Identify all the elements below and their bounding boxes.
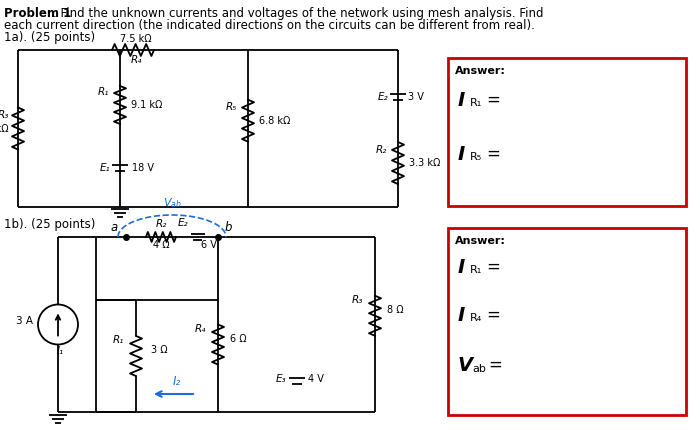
Text: 6 Ω: 6 Ω: [230, 334, 246, 344]
Text: V: V: [458, 356, 473, 375]
Text: 18 V: 18 V: [132, 163, 154, 173]
Text: R₁: R₁: [97, 87, 109, 97]
Text: 3 Ω: 3 Ω: [151, 345, 167, 355]
Text: 8 Ω: 8 Ω: [387, 305, 404, 315]
Text: R₁: R₁: [470, 98, 482, 108]
Text: I: I: [458, 258, 466, 277]
Text: =: =: [486, 91, 500, 109]
Text: I: I: [458, 145, 466, 164]
Text: E₂: E₂: [178, 218, 189, 228]
Text: I₁: I₁: [57, 345, 64, 356]
Bar: [448, 228, 686, 415]
Text: 4 Ω: 4 Ω: [153, 240, 169, 250]
Text: I: I: [458, 91, 466, 110]
Text: a: a: [111, 221, 118, 234]
Text: ab: ab: [472, 364, 486, 374]
Text: R₃: R₃: [351, 295, 363, 305]
Text: R₂: R₂: [155, 219, 167, 229]
Text: each current direction (the indicated directions on the circuits can be differen: each current direction (the indicated di…: [4, 19, 535, 32]
Text: R₂: R₂: [376, 145, 387, 155]
Text: R₅: R₅: [470, 152, 482, 162]
Text: =: =: [486, 306, 500, 324]
Text: b: b: [225, 221, 232, 234]
Text: 1a). (25 points): 1a). (25 points): [4, 31, 95, 44]
Text: R₄: R₄: [195, 323, 206, 334]
Text: E₁: E₁: [99, 163, 110, 173]
Text: E₃: E₃: [276, 374, 286, 384]
Text: 7.5 kΩ: 7.5 kΩ: [120, 34, 152, 44]
Text: E₂: E₂: [377, 92, 388, 102]
Text: I: I: [458, 306, 466, 325]
Text: =: =: [486, 145, 500, 163]
Text: 3 A: 3 A: [16, 316, 33, 326]
Text: $V_{ab}$: $V_{ab}$: [162, 196, 181, 210]
Text: R₄: R₄: [470, 313, 482, 323]
Text: Problem 1: Problem 1: [4, 7, 71, 20]
Text: 4 V: 4 V: [309, 374, 324, 384]
Text: 3 V: 3 V: [408, 92, 424, 102]
Text: 9.1 kΩ: 9.1 kΩ: [131, 100, 162, 110]
Text: R₄: R₄: [130, 55, 141, 65]
Text: I₂: I₂: [172, 375, 181, 388]
Text: Answer:: Answer:: [455, 66, 506, 76]
Text: 1b). (25 points): 1b). (25 points): [4, 218, 95, 231]
Text: . Find the unknown currents and voltages of the network using mesh analysis. Fin: . Find the unknown currents and voltages…: [53, 7, 543, 20]
Text: R₁: R₁: [470, 265, 482, 275]
Text: R₁: R₁: [113, 335, 124, 345]
Text: R₅: R₅: [225, 101, 237, 112]
Text: =: =: [488, 356, 502, 374]
Text: 2.2 kΩ: 2.2 kΩ: [0, 125, 9, 135]
Text: 6 V: 6 V: [201, 240, 216, 250]
Text: =: =: [486, 258, 500, 276]
Bar: [448, 58, 686, 206]
Text: 6.8 kΩ: 6.8 kΩ: [259, 116, 290, 126]
Text: Answer:: Answer:: [455, 236, 506, 246]
Text: R₃: R₃: [0, 110, 9, 120]
Text: 3.3 kΩ: 3.3 kΩ: [409, 158, 440, 168]
